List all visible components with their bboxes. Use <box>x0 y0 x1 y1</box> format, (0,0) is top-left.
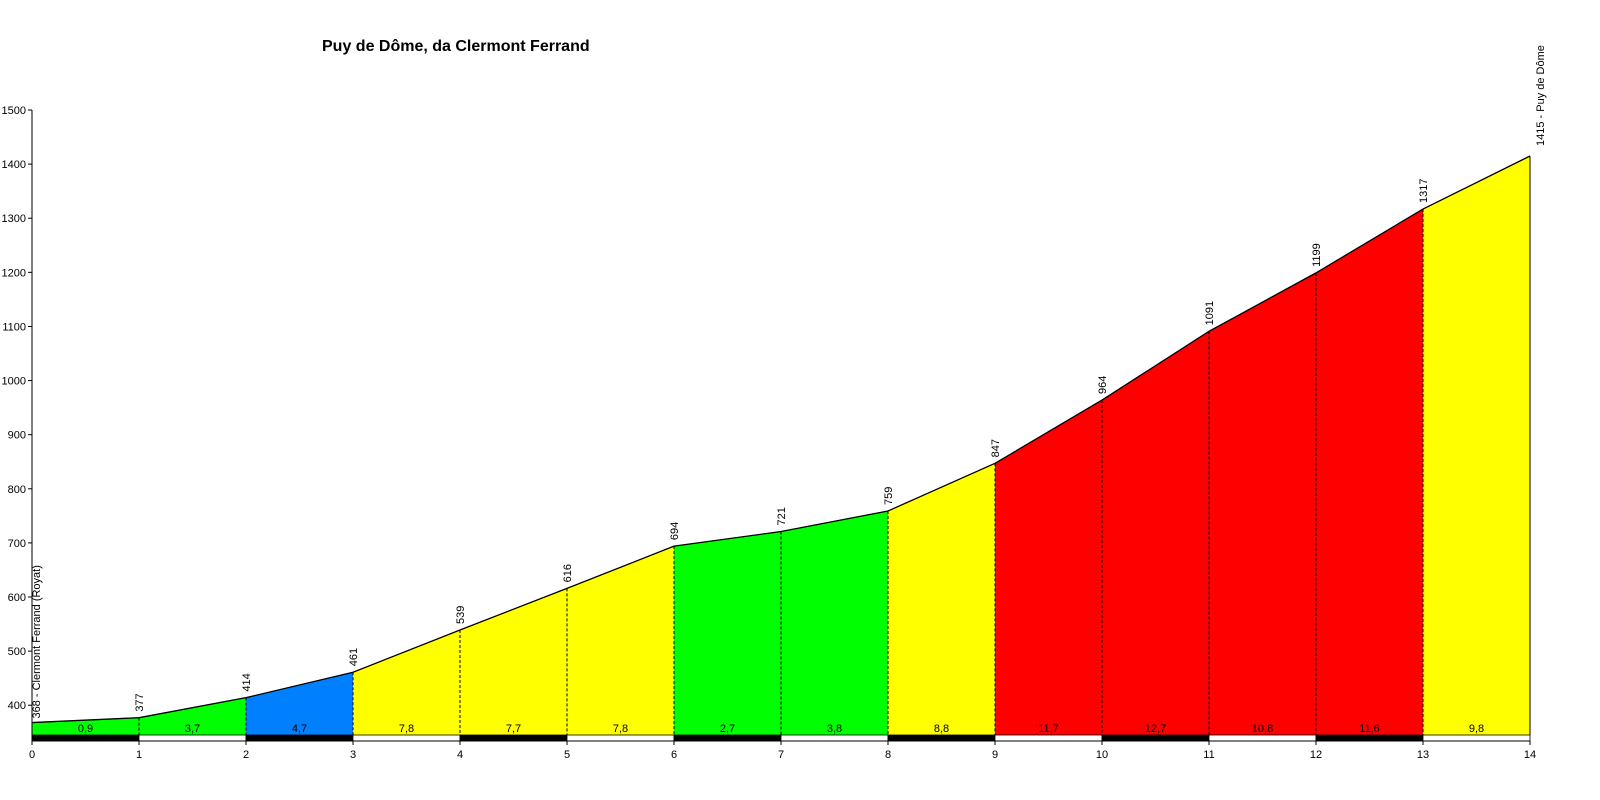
grade-label: 3,8 <box>827 723 842 735</box>
km-bar-block <box>887 734 996 742</box>
grade-label: 7,8 <box>399 723 414 735</box>
km-bar-block <box>459 734 568 742</box>
km-bar-block <box>780 734 889 742</box>
km-bar-block <box>673 734 782 742</box>
km-bar-block <box>138 734 247 742</box>
y-tick-label: 1400 <box>2 159 26 171</box>
y-tick-label: 500 <box>8 646 26 658</box>
grade-label: 11,7 <box>1038 723 1059 735</box>
x-tick-label: 5 <box>564 749 570 761</box>
profile-outline <box>31 155 1531 724</box>
km-bar <box>31 734 1531 742</box>
elevation-label: 694 <box>669 522 681 540</box>
segment-area <box>1209 272 1316 735</box>
y-tick-label: 900 <box>8 430 26 442</box>
segment-area <box>32 717 139 735</box>
y-tick-label: 800 <box>8 484 26 496</box>
x-tick-label: 12 <box>1310 749 1322 761</box>
grade-label: 3,7 <box>185 723 200 735</box>
segment-area <box>674 531 781 735</box>
end-label: 1415 - Puy de Dôme <box>1535 45 1547 146</box>
km-bar-block <box>1208 734 1317 742</box>
y-tick-label: 400 <box>8 700 26 712</box>
profile-line <box>31 155 1531 735</box>
x-tick-label: 6 <box>671 749 677 761</box>
chart-title: Puy de Dôme, da Clermont Ferrand <box>322 38 590 55</box>
km-bar-block <box>566 734 675 742</box>
y-tick-label: 1000 <box>2 376 26 388</box>
segment-area <box>1423 155 1530 735</box>
elevation-label: 964 <box>1097 376 1109 394</box>
km-bar-block <box>245 734 354 742</box>
y-tick-label: 1500 <box>2 105 26 117</box>
km-bar-block <box>352 734 461 742</box>
x-tick-label: 4 <box>457 749 463 761</box>
x-tick-label: 11 <box>1203 749 1214 761</box>
segment-area <box>353 630 460 735</box>
x-tick-label: 9 <box>992 749 998 761</box>
x-tick-label: 7 <box>778 749 784 761</box>
segment-dividers <box>138 209 1424 735</box>
x-tick-label: 8 <box>885 749 891 761</box>
segment-area <box>567 546 674 735</box>
km-bar-block <box>31 734 140 742</box>
segment-area <box>139 697 246 735</box>
elevation-label: 721 <box>776 507 788 525</box>
segment-area <box>1102 331 1209 735</box>
segment-area <box>1316 209 1423 735</box>
profile-areas <box>32 155 1530 735</box>
grade-label: 10,8 <box>1252 723 1273 735</box>
elevation-label: 616 <box>562 564 574 582</box>
labels: 0,9 3,7 4,7 7,8 7,7 7,8 2,7 3,8 8,8 11,7 12,7 10,8 1… <box>31 45 1547 735</box>
x-tick-label: 0 <box>29 749 35 761</box>
km-bar-block <box>1422 734 1531 742</box>
elevation-label: 414 <box>241 673 253 691</box>
grade-label: 8,8 <box>934 723 949 735</box>
grade-label: 4,7 <box>292 723 307 735</box>
km-bar-block <box>1315 734 1424 742</box>
segment-area <box>995 400 1102 735</box>
axes: 4005006007008009001000110012001300140015… <box>2 105 1537 761</box>
y-tick-label: 1100 <box>2 321 26 333</box>
y-tick-label: 1300 <box>2 213 26 225</box>
y-tick-label: 700 <box>8 538 26 550</box>
elevation-label: 1199 <box>1311 243 1323 267</box>
grade-label: 0,9 <box>78 723 93 735</box>
km-bar-block <box>1101 734 1210 742</box>
elevation-label: 377 <box>134 693 146 711</box>
grade-label: 2,7 <box>720 723 735 735</box>
grade-label: 7,8 <box>613 723 628 735</box>
x-tick-label: 2 <box>243 749 249 761</box>
grade-label: 7,7 <box>506 723 521 735</box>
elevation-label: 539 <box>455 606 467 624</box>
x-tick-label: 3 <box>350 749 356 761</box>
elevation-label: 759 <box>883 487 895 505</box>
grade-label: 9,8 <box>1469 723 1484 735</box>
segment-area <box>781 510 888 735</box>
elevation-label: 1317 <box>1418 179 1430 203</box>
x-tick-label: 14 <box>1524 749 1536 761</box>
grade-label: 12,7 <box>1145 723 1166 735</box>
elevation-label: 847 <box>990 439 1002 457</box>
segment-area <box>460 588 567 735</box>
km-bar-block <box>994 734 1103 742</box>
y-tick-label: 600 <box>8 592 26 604</box>
start-label: 368 - Clermont Ferrand (Royat) <box>31 565 43 718</box>
x-tick-label: 1 <box>136 749 142 761</box>
x-tick-label: 13 <box>1417 749 1429 761</box>
grade-label: 11,6 <box>1359 723 1380 735</box>
segment-area <box>246 672 353 735</box>
x-tick-label: 10 <box>1096 749 1108 761</box>
elevation-label: 1091 <box>1204 301 1216 325</box>
segment-area <box>888 463 995 735</box>
y-tick-label: 1200 <box>2 267 26 279</box>
elevation-label: 461 <box>348 648 360 666</box>
